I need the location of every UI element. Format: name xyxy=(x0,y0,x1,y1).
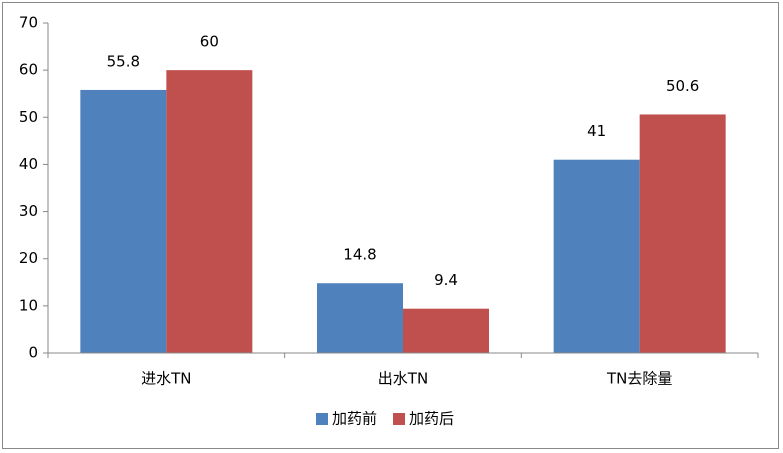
bar xyxy=(639,114,726,353)
value-label: 41 xyxy=(587,122,606,140)
y-tick-label: 70 xyxy=(19,14,38,32)
value-label: 55.8 xyxy=(107,52,140,70)
legend-label: 加药后 xyxy=(409,410,454,428)
bar xyxy=(553,159,640,353)
y-tick-label: 50 xyxy=(19,108,38,126)
value-label: 50.6 xyxy=(666,77,699,95)
legend-swatch xyxy=(316,413,328,425)
y-tick-label: 30 xyxy=(19,202,38,220)
y-tick-label: 20 xyxy=(19,249,38,267)
value-label: 60 xyxy=(200,33,219,51)
bar xyxy=(80,89,167,353)
legend-label: 加药前 xyxy=(332,410,377,428)
x-tick-label: 出水TN xyxy=(378,370,428,388)
value-label: 14.8 xyxy=(343,246,376,264)
value-label: 9.4 xyxy=(434,271,458,289)
bar xyxy=(166,70,253,354)
x-tick-label: 进水TN xyxy=(141,370,191,388)
y-tick-label: 60 xyxy=(19,61,38,79)
y-tick-label: 10 xyxy=(19,296,38,314)
bar xyxy=(403,308,489,353)
x-tick-label: TN去除量 xyxy=(606,370,672,388)
legend-swatch xyxy=(393,413,406,425)
y-tick-label: 40 xyxy=(19,155,38,173)
bar xyxy=(317,283,403,353)
y-tick-label: 0 xyxy=(28,344,38,362)
